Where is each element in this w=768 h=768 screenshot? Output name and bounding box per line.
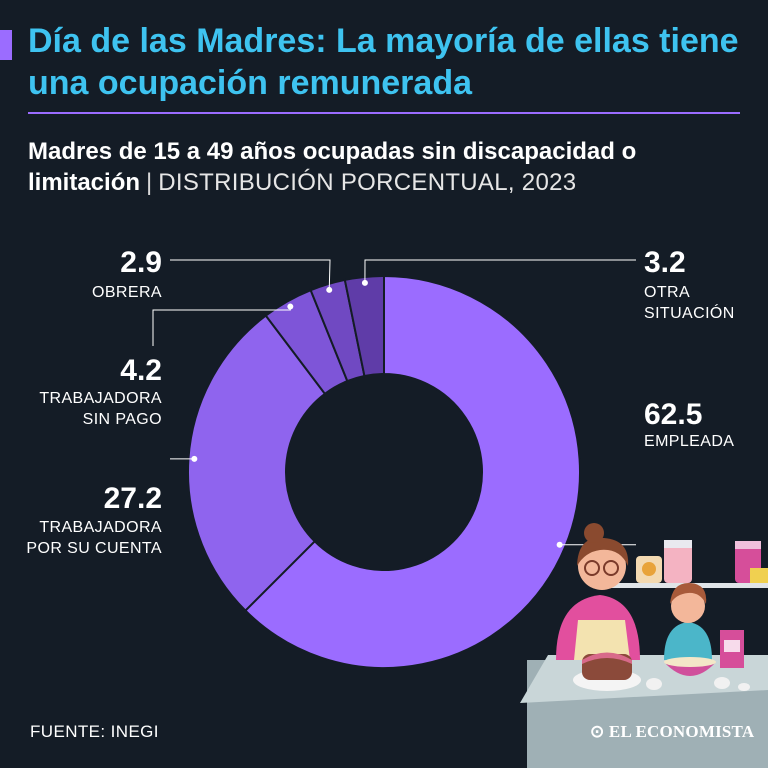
jar-icon [664,540,692,583]
illustration-mother-and-daughter-baking [520,523,768,768]
glasses-icon [603,560,619,576]
category-label-otra-situacion: OTRA [644,284,690,301]
value-label-trabajadora-sin-pago: 4.2 [120,354,162,387]
page-title: Día de las Madres: La mayoría de ellas t… [28,22,739,102]
source-note: FUENTE: INEGI [30,722,159,741]
category-label-trabajadora-por-su-cuenta: POR SU CUENTA [26,540,162,557]
mother-apron [574,620,630,660]
donut-slices [187,274,581,669]
hair-bun-icon [584,523,604,543]
category-label-obrera: OBRERA [92,284,162,301]
value-label-empleada: 62.5 [644,398,702,431]
slice-otra-situacion [343,274,385,378]
category-label-trabajadora-sin-pago: SIN PAGO [83,411,162,428]
dough [664,657,716,667]
subtitle-unit: DISTRIBUCIÓN PORCENTUAL, 2023 [158,169,577,196]
brand-logo: ⊙ EL ECONOMISTA [590,722,754,742]
value-label-obrera: 2.9 [120,246,162,279]
slice-trabajadora-por-su-cuenta [187,314,327,613]
brand-name: EL ECONOMISTA [608,722,755,741]
category-label-empleada: EMPLEADA [644,433,734,450]
title-divider [28,112,740,114]
subtitle-main: Madres de 15 a 49 años ocupadas sin disc… [28,138,637,196]
girl-body [664,622,712,660]
value-label-otra-situacion: 3.2 [644,246,686,279]
chart-subtitle: Madres de 15 a 49 años ocupadas sin disc… [28,136,758,198]
subtitle-separator: | [146,169,153,196]
box-icon [750,568,768,583]
egg-icon [646,678,662,690]
girl-face [671,589,705,623]
girl-hair [670,582,707,604]
category-label-trabajadora-sin-pago: TRABAJADORA [39,390,162,407]
brand-mark-icon: ⊙ [590,722,609,741]
flour-box-label [724,640,740,652]
jar-lid-icon [664,540,692,548]
leader-line-otra-situacion [364,259,636,283]
mother-hair [577,537,629,566]
glasses-icon [584,560,600,576]
cake-frosting [582,652,632,664]
category-label-otra-situacion: SITUACIÓN [644,303,735,322]
slice-empleada [243,274,581,669]
value-label-trabajadora-por-su-cuenta: 27.2 [104,482,162,515]
leader-line-trabajadora-sin-pago [152,306,291,346]
cake-icon [582,654,632,680]
mother-face [578,542,626,590]
egg-icon [714,677,730,689]
egg-shell-icon [738,683,750,691]
data-labels: 62.5 EMPLEADA 27.2 TRABAJADORA POR SU CUENTA… [26,246,734,557]
leader-line-obrera [170,259,331,290]
title-accent-bar [0,30,12,60]
jar-lid-icon [735,541,761,549]
category-label-trabajadora-por-su-cuenta: TRABAJADORA [39,519,162,536]
jar-label-icon [642,562,656,576]
